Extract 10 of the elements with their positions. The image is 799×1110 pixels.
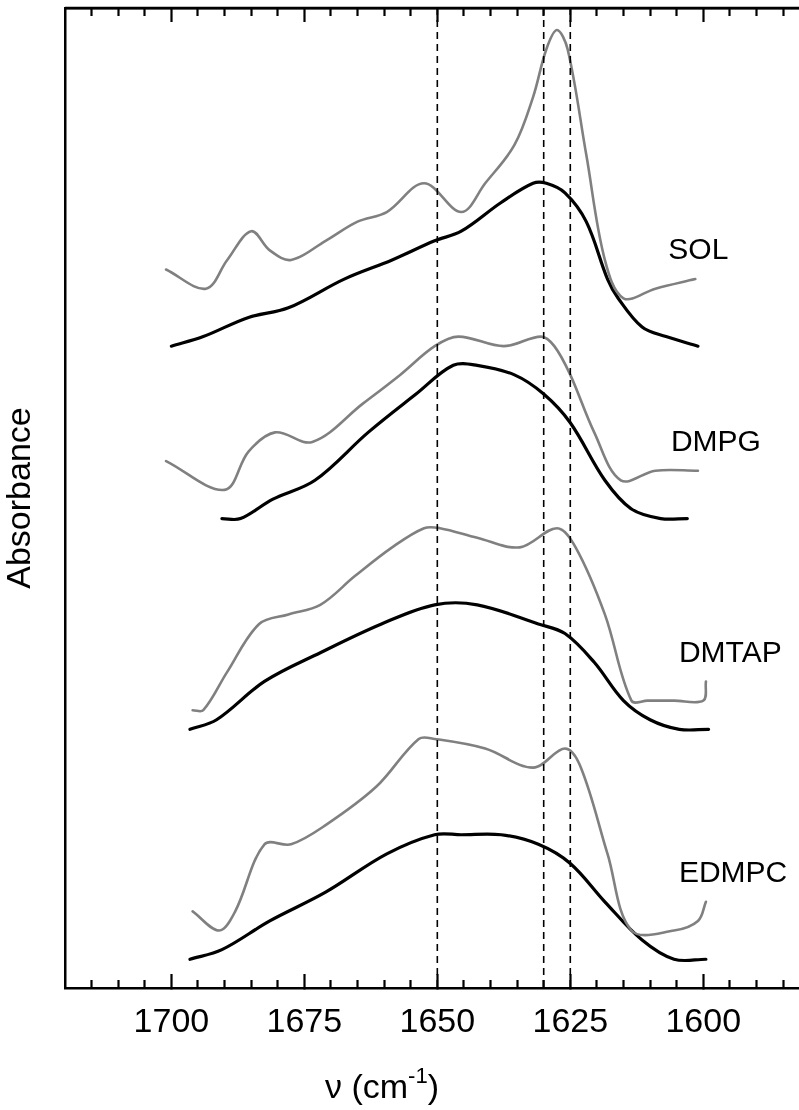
x-tick-label: 1700 <box>133 1000 210 1039</box>
x-tick-label: 1675 <box>266 1000 343 1039</box>
x-tick-label: 1650 <box>399 1000 476 1039</box>
series-label: DMPG <box>670 423 761 457</box>
series-label: DMTAP <box>678 634 782 668</box>
y-axis-title: Absorbance <box>0 407 37 589</box>
series-label: SOL <box>668 232 729 266</box>
series-label: EDMPC <box>678 855 788 889</box>
x-tick-label: 1600 <box>665 1000 742 1039</box>
x-tick-label: 1625 <box>532 1000 609 1039</box>
